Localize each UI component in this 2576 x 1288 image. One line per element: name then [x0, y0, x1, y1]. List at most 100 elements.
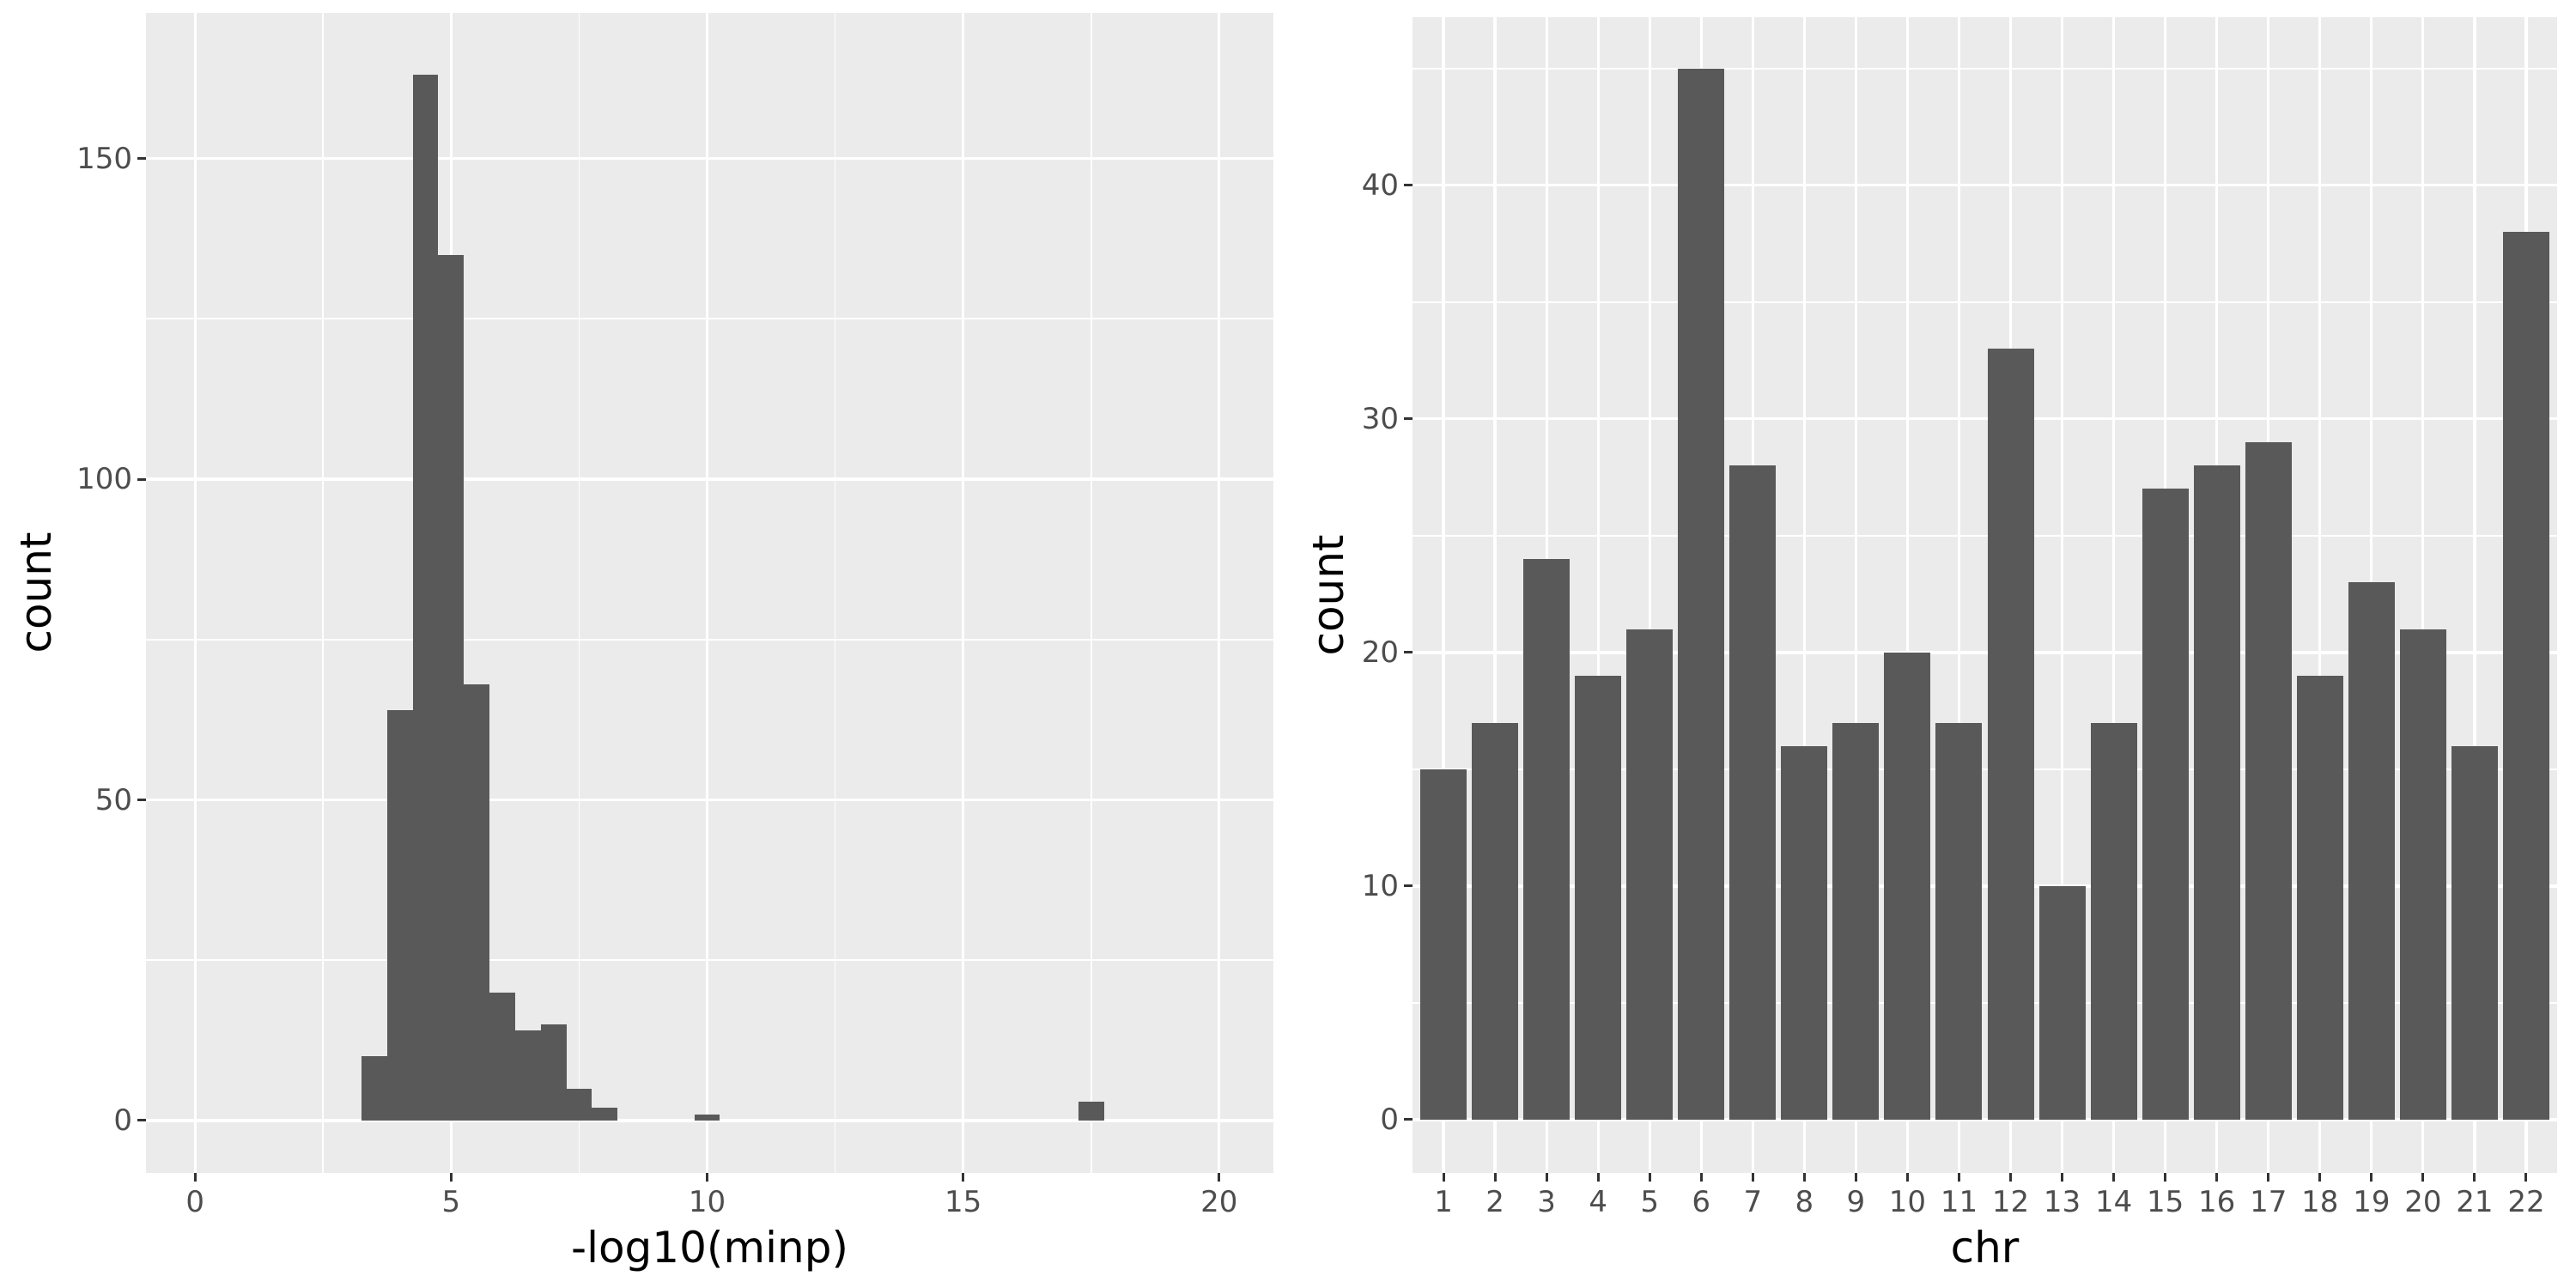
x-axis-tick-label: 15: [945, 1185, 982, 1219]
x-axis-tick-mark: [1802, 1173, 1806, 1182]
x-axis-tick-mark: [1442, 1173, 1445, 1182]
gridline-major-y: [1413, 1118, 2557, 1121]
gridline-major-x: [1493, 17, 1497, 1173]
gridline-minor-x: [834, 13, 836, 1173]
bar: [1884, 652, 1931, 1120]
x-axis-tick-mark: [1854, 1173, 1857, 1182]
y-axis-tick-mark: [137, 799, 146, 801]
x-axis-tick-mark: [1957, 1173, 1960, 1182]
x-axis-tick-label: 10: [1888, 1185, 1927, 1219]
bar: [2038, 885, 2086, 1120]
x-axis-tick-mark: [2473, 1173, 2476, 1182]
x-axis-tick-label: 5: [1640, 1185, 1660, 1219]
bar: [1575, 676, 1622, 1120]
bar: [2245, 442, 2292, 1120]
gridline-minor-y: [1413, 67, 2557, 70]
x-axis-tick-label: 22: [2507, 1185, 2545, 1219]
x-axis-tick-label: 9: [1846, 1185, 1866, 1219]
y-axis-tick-label: 30: [1361, 401, 1399, 436]
x-axis-tick-label: 20: [2404, 1185, 2442, 1219]
gridline-major-x: [2318, 17, 2322, 1173]
y-axis-tick-label: 150: [76, 141, 132, 176]
gridline-minor-y: [146, 638, 1273, 641]
gridline-minor-y: [1413, 769, 2557, 770]
x-axis-tick-mark: [2318, 1173, 2322, 1182]
gridline-minor-y: [146, 318, 1273, 320]
x-axis-tick-mark: [1751, 1173, 1754, 1182]
gridline-major-y: [1413, 417, 2557, 421]
gridline-major-x: [962, 13, 965, 1173]
y-axis-tick-mark: [1404, 1118, 1413, 1121]
bar: [2296, 676, 2343, 1120]
x-axis-tick-label: 5: [441, 1185, 461, 1219]
y-axis-tick-label: 0: [1380, 1102, 1399, 1137]
x-axis-tick-mark: [706, 1173, 709, 1182]
y-axis-tick-label: 20: [1361, 635, 1399, 670]
bar: [1420, 769, 1467, 1120]
x-axis-tick-mark: [1905, 1173, 1909, 1182]
x-axis-tick-mark: [193, 1173, 197, 1182]
gridline-major-x: [1905, 17, 1910, 1173]
x-axis-tick-label: 6: [1692, 1185, 1711, 1219]
x-axis-tick-label: 7: [1743, 1185, 1763, 1219]
gridline-minor-x: [578, 13, 580, 1173]
histogram-bar: [566, 1088, 592, 1121]
histogram-bar: [412, 75, 439, 1121]
bar: [1729, 465, 1777, 1120]
left-plot-panel: [146, 13, 1273, 1173]
x-axis-tick-mark: [2215, 1173, 2219, 1182]
x-axis-tick-label: 2: [1485, 1185, 1504, 1219]
x-axis-tick-label: 15: [2147, 1185, 2184, 1219]
y-axis-tick-label: 0: [113, 1103, 132, 1138]
y-axis-tick-mark: [137, 157, 146, 161]
histogram-bar: [1078, 1101, 1104, 1121]
x-axis-tick-mark: [1545, 1173, 1548, 1182]
x-axis-tick-label: 13: [2043, 1185, 2081, 1219]
y-axis-tick-mark: [137, 1119, 146, 1122]
x-axis-tick-mark: [2524, 1173, 2528, 1182]
gridline-minor-y: [1413, 535, 2557, 537]
bar: [1935, 722, 1983, 1120]
bar: [1781, 745, 1828, 1120]
bar: [1626, 629, 1674, 1120]
x-axis-tick-label: 17: [2250, 1185, 2287, 1219]
gridline-major-x: [2473, 17, 2476, 1173]
x-axis-tick-mark: [962, 1173, 965, 1182]
x-axis-tick-mark: [2112, 1173, 2116, 1182]
histogram-bar: [386, 709, 413, 1121]
gridline-major-y: [146, 477, 1273, 481]
x-axis-tick-mark: [449, 1173, 453, 1182]
y-axis-tick-label: 100: [76, 462, 132, 497]
gridline-minor-x: [322, 13, 325, 1173]
x-axis-tick-mark: [1699, 1173, 1703, 1182]
gridline-major-y: [146, 798, 1273, 802]
bar: [1472, 722, 1519, 1120]
gridline-major-x: [2060, 17, 2064, 1173]
gridline-minor-y: [1413, 1002, 2557, 1004]
y-axis-tick-mark: [1404, 884, 1413, 888]
histogram-bar: [694, 1114, 720, 1121]
gridline-major-x: [193, 13, 197, 1173]
bar: [1678, 68, 1725, 1120]
x-axis-tick-label: 10: [688, 1185, 726, 1219]
x-axis-tick-label: 11: [1940, 1185, 1978, 1219]
bar: [2193, 465, 2240, 1120]
x-axis-tick-label: 4: [1589, 1185, 1607, 1219]
histogram-bar: [514, 1030, 541, 1121]
x-axis-tick-label: 12: [1991, 1185, 2030, 1219]
x-axis-tick-label: 3: [1537, 1185, 1556, 1219]
bar: [2090, 722, 2137, 1120]
gridline-major-x: [2112, 17, 2116, 1173]
x-axis-tick-label: 1: [1434, 1185, 1453, 1219]
x-axis-tick-label: 8: [1795, 1185, 1814, 1219]
bar: [1832, 722, 1880, 1120]
x-axis-tick-mark: [2421, 1173, 2425, 1182]
gridline-major-y: [1413, 651, 2557, 654]
x-axis-tick-label: 20: [1200, 1185, 1238, 1219]
left-x-axis-title: -log10(minp): [571, 1223, 848, 1273]
y-axis-tick-label: 40: [1361, 167, 1399, 203]
bar: [1987, 349, 2034, 1120]
gridline-major-x: [705, 13, 709, 1173]
gridline-major-x: [1218, 13, 1221, 1173]
